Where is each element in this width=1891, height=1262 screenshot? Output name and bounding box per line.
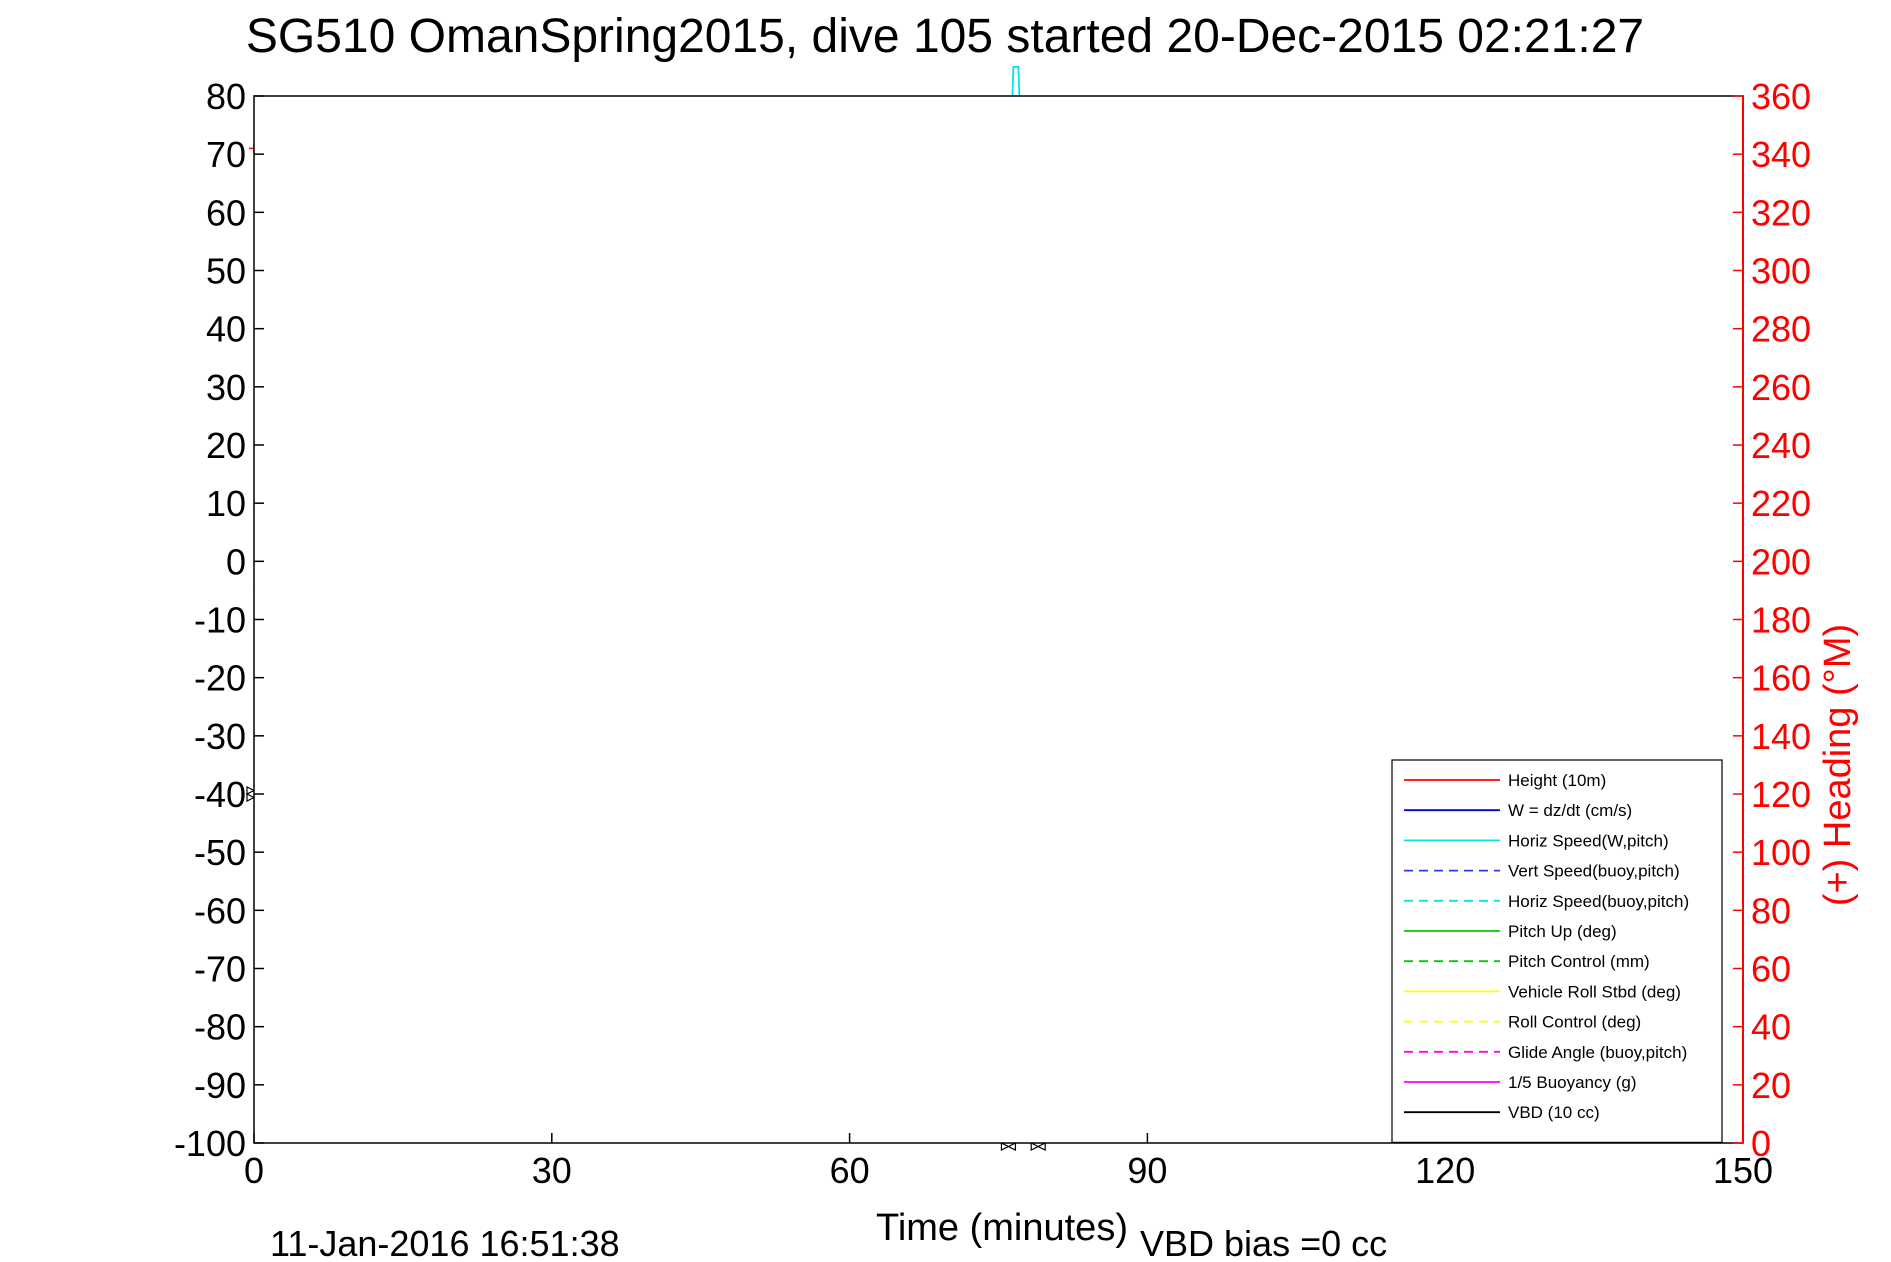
y-tick-label: -100 [174, 1123, 246, 1164]
legend-label: Glide Angle (buoy,pitch) [1508, 1043, 1687, 1062]
legend-label: Horiz Speed(W,pitch) [1508, 831, 1669, 850]
y-tick-label: 70 [206, 134, 246, 175]
x-tick-label: 150 [1713, 1150, 1773, 1191]
y2-tick-label: 100 [1751, 832, 1811, 873]
y-tick-label: -40 [194, 774, 246, 815]
y2-tick-label: 260 [1751, 367, 1811, 408]
legend-label: VBD (10 cc) [1508, 1103, 1600, 1122]
y-tick-label: 40 [206, 309, 246, 350]
y2-tick-label: 0 [1751, 1123, 1771, 1164]
y-tick-label: 30 [206, 367, 246, 408]
x-tick-label: 30 [532, 1150, 572, 1191]
y-tick-label: -30 [194, 716, 246, 757]
x-tick-label: 120 [1415, 1150, 1475, 1191]
legend-label: Vert Speed(buoy,pitch) [1508, 862, 1680, 881]
legend-label: Vehicle Roll Stbd (deg) [1508, 982, 1681, 1001]
y2-tick-label: 300 [1751, 251, 1811, 292]
footer-vbd-bias: VBD bias =0 cc [1140, 1223, 1387, 1262]
y-tick-label: 60 [206, 192, 246, 233]
y2-tick-label: 340 [1751, 134, 1811, 175]
y2-tick-label: 320 [1751, 192, 1811, 233]
x-tick-label: 0 [244, 1150, 264, 1191]
y2-tick-label: 40 [1751, 1007, 1791, 1048]
y2-tick-label: 240 [1751, 425, 1811, 466]
y-tick-label: -90 [194, 1065, 246, 1106]
y-tick-label: 80 [206, 76, 246, 117]
y2-tick-label: 200 [1751, 541, 1811, 582]
y-tick-label: 20 [206, 425, 246, 466]
y2-tick-label: 80 [1751, 890, 1791, 931]
y-tick-label: -60 [194, 890, 246, 931]
y-tick-label: -20 [194, 658, 246, 699]
legend-label: W = dz/dt (cm/s) [1508, 801, 1632, 820]
footer-date: 11-Jan-2016 16:51:38 [270, 1223, 620, 1262]
y2-tick-label: 180 [1751, 600, 1811, 641]
y2-tick-label: 20 [1751, 1065, 1791, 1106]
y-tick-label: 0 [226, 541, 246, 582]
axes: 0 30 60 90 120 15080706050403020100-10-20-30-… [174, 76, 1811, 1191]
y2-tick-label: 60 [1751, 949, 1791, 990]
y-tick-label: 10 [206, 483, 246, 524]
y2-tick-label: 140 [1751, 716, 1811, 757]
legend-label: Pitch Control (mm) [1508, 952, 1650, 971]
y2-axis-label: (+) Heading (°M) [1817, 624, 1859, 906]
x-axis-label: Time (minutes) [876, 1207, 1128, 1249]
y2-tick-label: 220 [1751, 483, 1811, 524]
y-tick-label: 50 [206, 251, 246, 292]
y-tick-label: -80 [194, 1007, 246, 1048]
legend-box [1391, 759, 1723, 1143]
y2-tick-label: 160 [1751, 658, 1811, 699]
x-tick-label: 60 [830, 1150, 870, 1191]
legend-label: 1/5 Buoyancy (g) [1508, 1073, 1637, 1092]
x-tick-label: 90 [1127, 1150, 1167, 1191]
y-tick-label: -70 [194, 949, 246, 990]
y2-tick-label: 360 [1751, 76, 1811, 117]
y2-tick-label: 280 [1751, 309, 1811, 350]
legend-label: Horiz Speed(buoy,pitch) [1508, 892, 1689, 911]
y2-tick-label: 120 [1751, 774, 1811, 815]
legend-label: Roll Control (deg) [1508, 1013, 1641, 1032]
legend-label: Pitch Up (deg) [1508, 922, 1617, 941]
chart-title: SG510 OmanSpring2015, dive 105 started 2… [246, 10, 1644, 63]
y-tick-label: -10 [194, 600, 246, 641]
legend-label: Height (10m) [1508, 771, 1606, 790]
y-tick-label: -50 [194, 832, 246, 873]
legend: Height (10m) W = dz/dt (cm/s) Horiz Speed(… [1391, 759, 1723, 1143]
